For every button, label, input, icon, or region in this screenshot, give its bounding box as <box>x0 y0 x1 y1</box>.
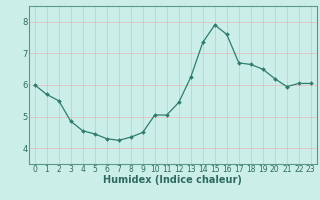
X-axis label: Humidex (Indice chaleur): Humidex (Indice chaleur) <box>103 175 242 185</box>
